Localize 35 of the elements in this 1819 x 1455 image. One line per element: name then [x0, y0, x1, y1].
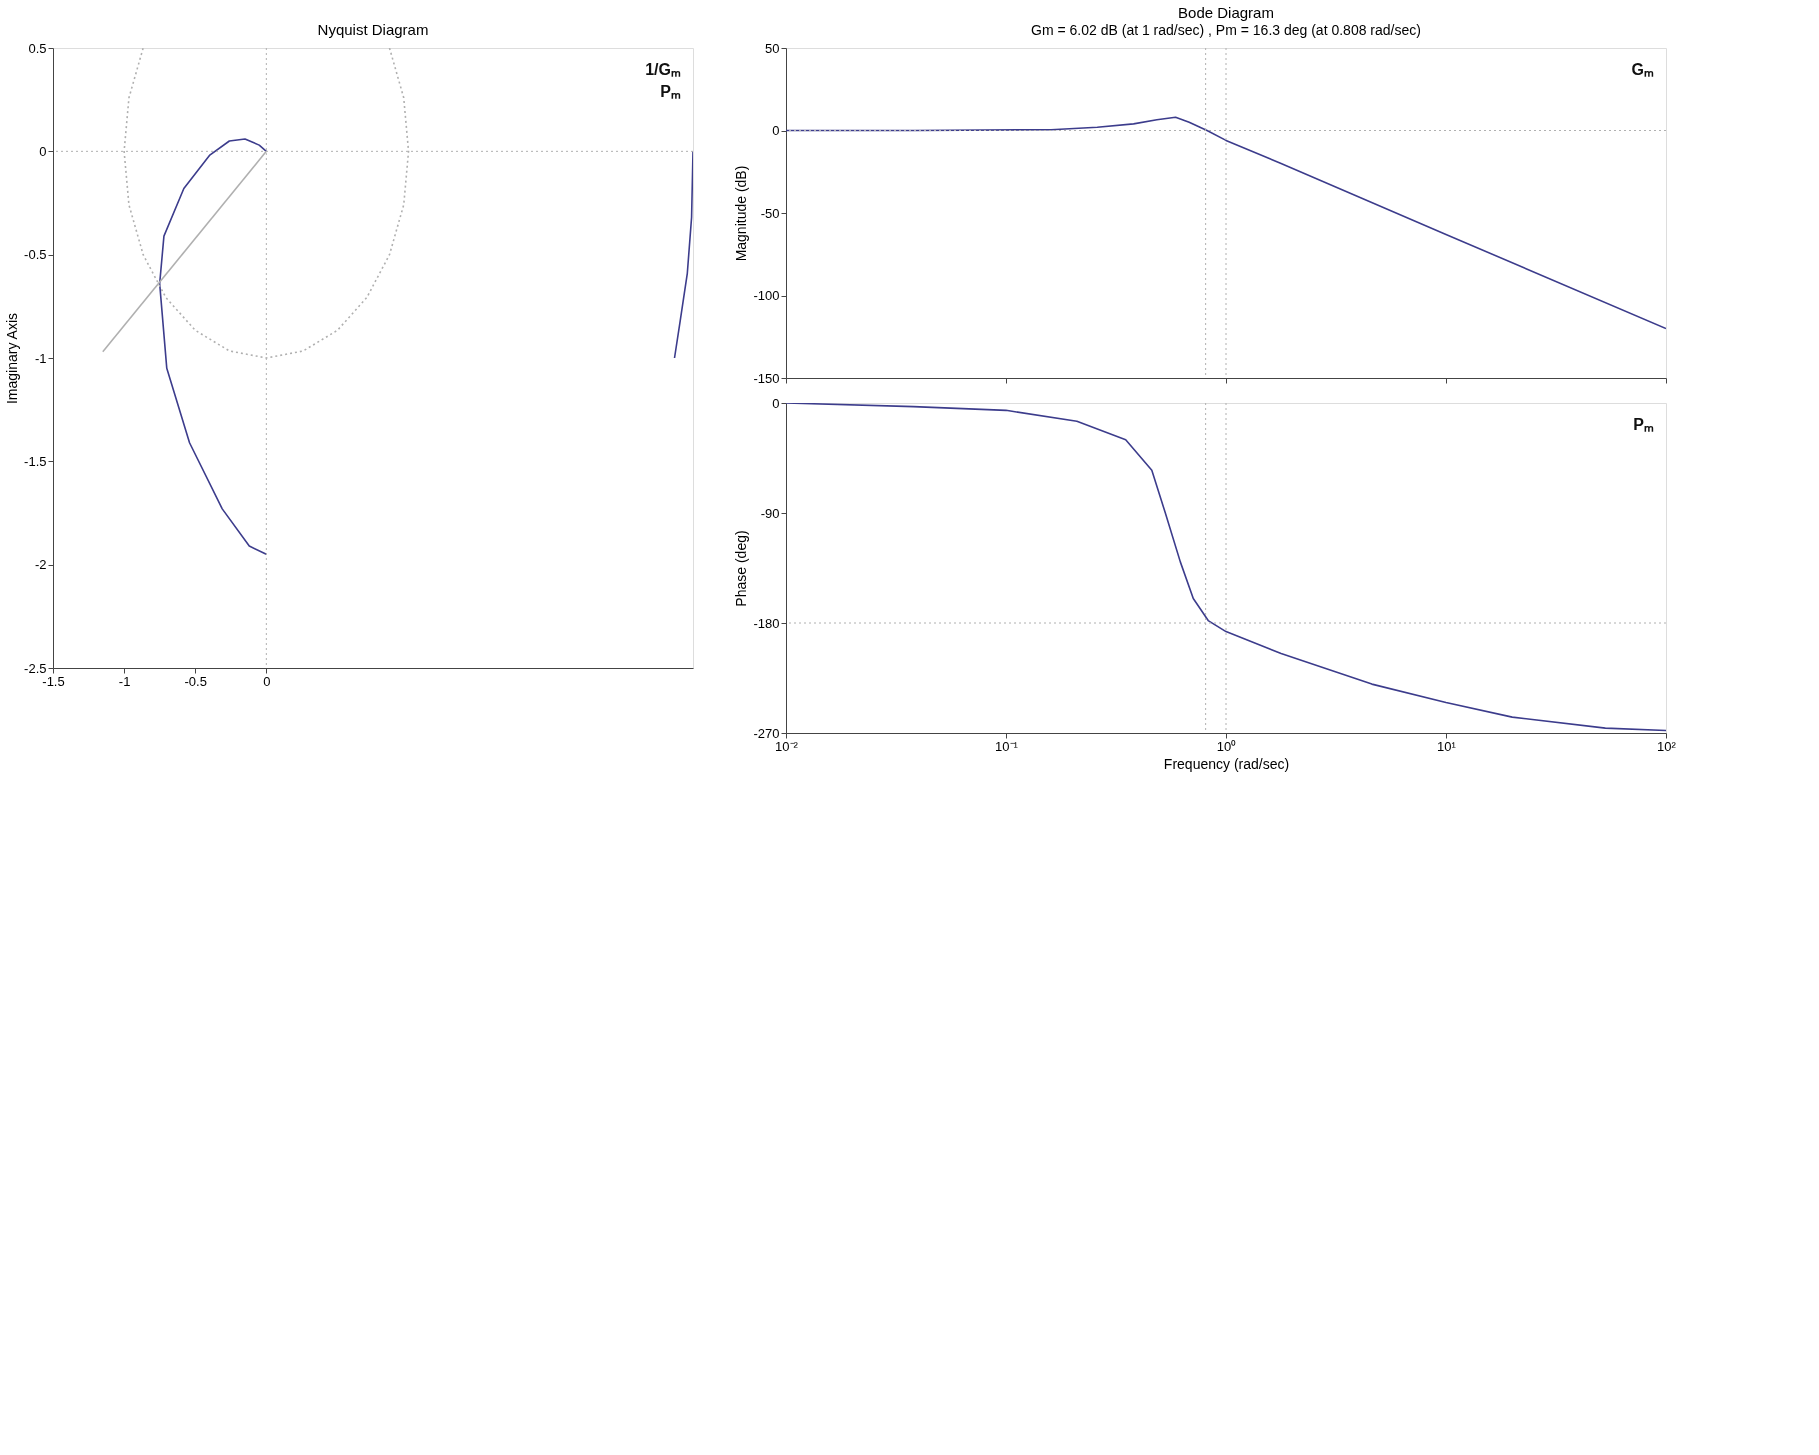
y-tick-label: 50: [765, 40, 780, 56]
y-tick-label: -0.5: [24, 247, 47, 263]
chart-title: Nyquist Diagram: [317, 21, 429, 38]
y-tick-label: -50: [760, 205, 780, 221]
annotation: 1/Gₘ: [645, 61, 681, 78]
y-tick-label: -180: [753, 615, 780, 631]
chart-subtitle: Gm = 6.02 dB (at 1 rad/sec) , Pm = 16.3 deg (at 0.808 rad/sec): [1031, 22, 1421, 38]
x-tick-label: 10⁻²: [775, 738, 799, 754]
chart-title: Bode Diagram: [1178, 4, 1274, 21]
x-tick-label: 10²: [1657, 738, 1677, 754]
y-tick-label: 0.5: [28, 40, 47, 56]
annotation: Pₘ: [660, 83, 681, 100]
y-tick-label: -90: [760, 505, 780, 521]
x-tick-label: 0: [263, 673, 271, 689]
y-tick-label: -270: [753, 725, 780, 741]
x-tick-label: 10¹: [1437, 738, 1457, 754]
y-tick-label: -2: [34, 557, 47, 573]
y-tick-label: 0: [772, 123, 780, 138]
y-tick-label: -1: [34, 350, 47, 366]
y-tick-label: 0: [39, 143, 47, 159]
y-axis-title: Imaginary Axis: [4, 312, 21, 405]
y-tick-label: -100: [753, 288, 780, 303]
y-tick-label: -2.5: [24, 660, 47, 676]
y-axis-title: Phase (deg): [733, 530, 750, 607]
x-tick-label: 10⁰: [1216, 738, 1237, 754]
annotation: Pₘ: [1633, 416, 1654, 433]
y-axis-title: Magnitude (dB): [733, 165, 750, 262]
annotation: Gₘ: [1631, 61, 1654, 78]
x-tick-label: -1: [118, 673, 131, 689]
x-axis-title: Frequency (rad/sec): [1163, 755, 1290, 772]
y-tick-label: -150: [753, 370, 780, 386]
y-tick-label: -1.5: [24, 453, 47, 469]
x-tick-label: -0.5: [184, 673, 207, 689]
y-tick-label: 0: [772, 395, 780, 411]
x-tick-label: 10⁻¹: [995, 738, 1019, 754]
